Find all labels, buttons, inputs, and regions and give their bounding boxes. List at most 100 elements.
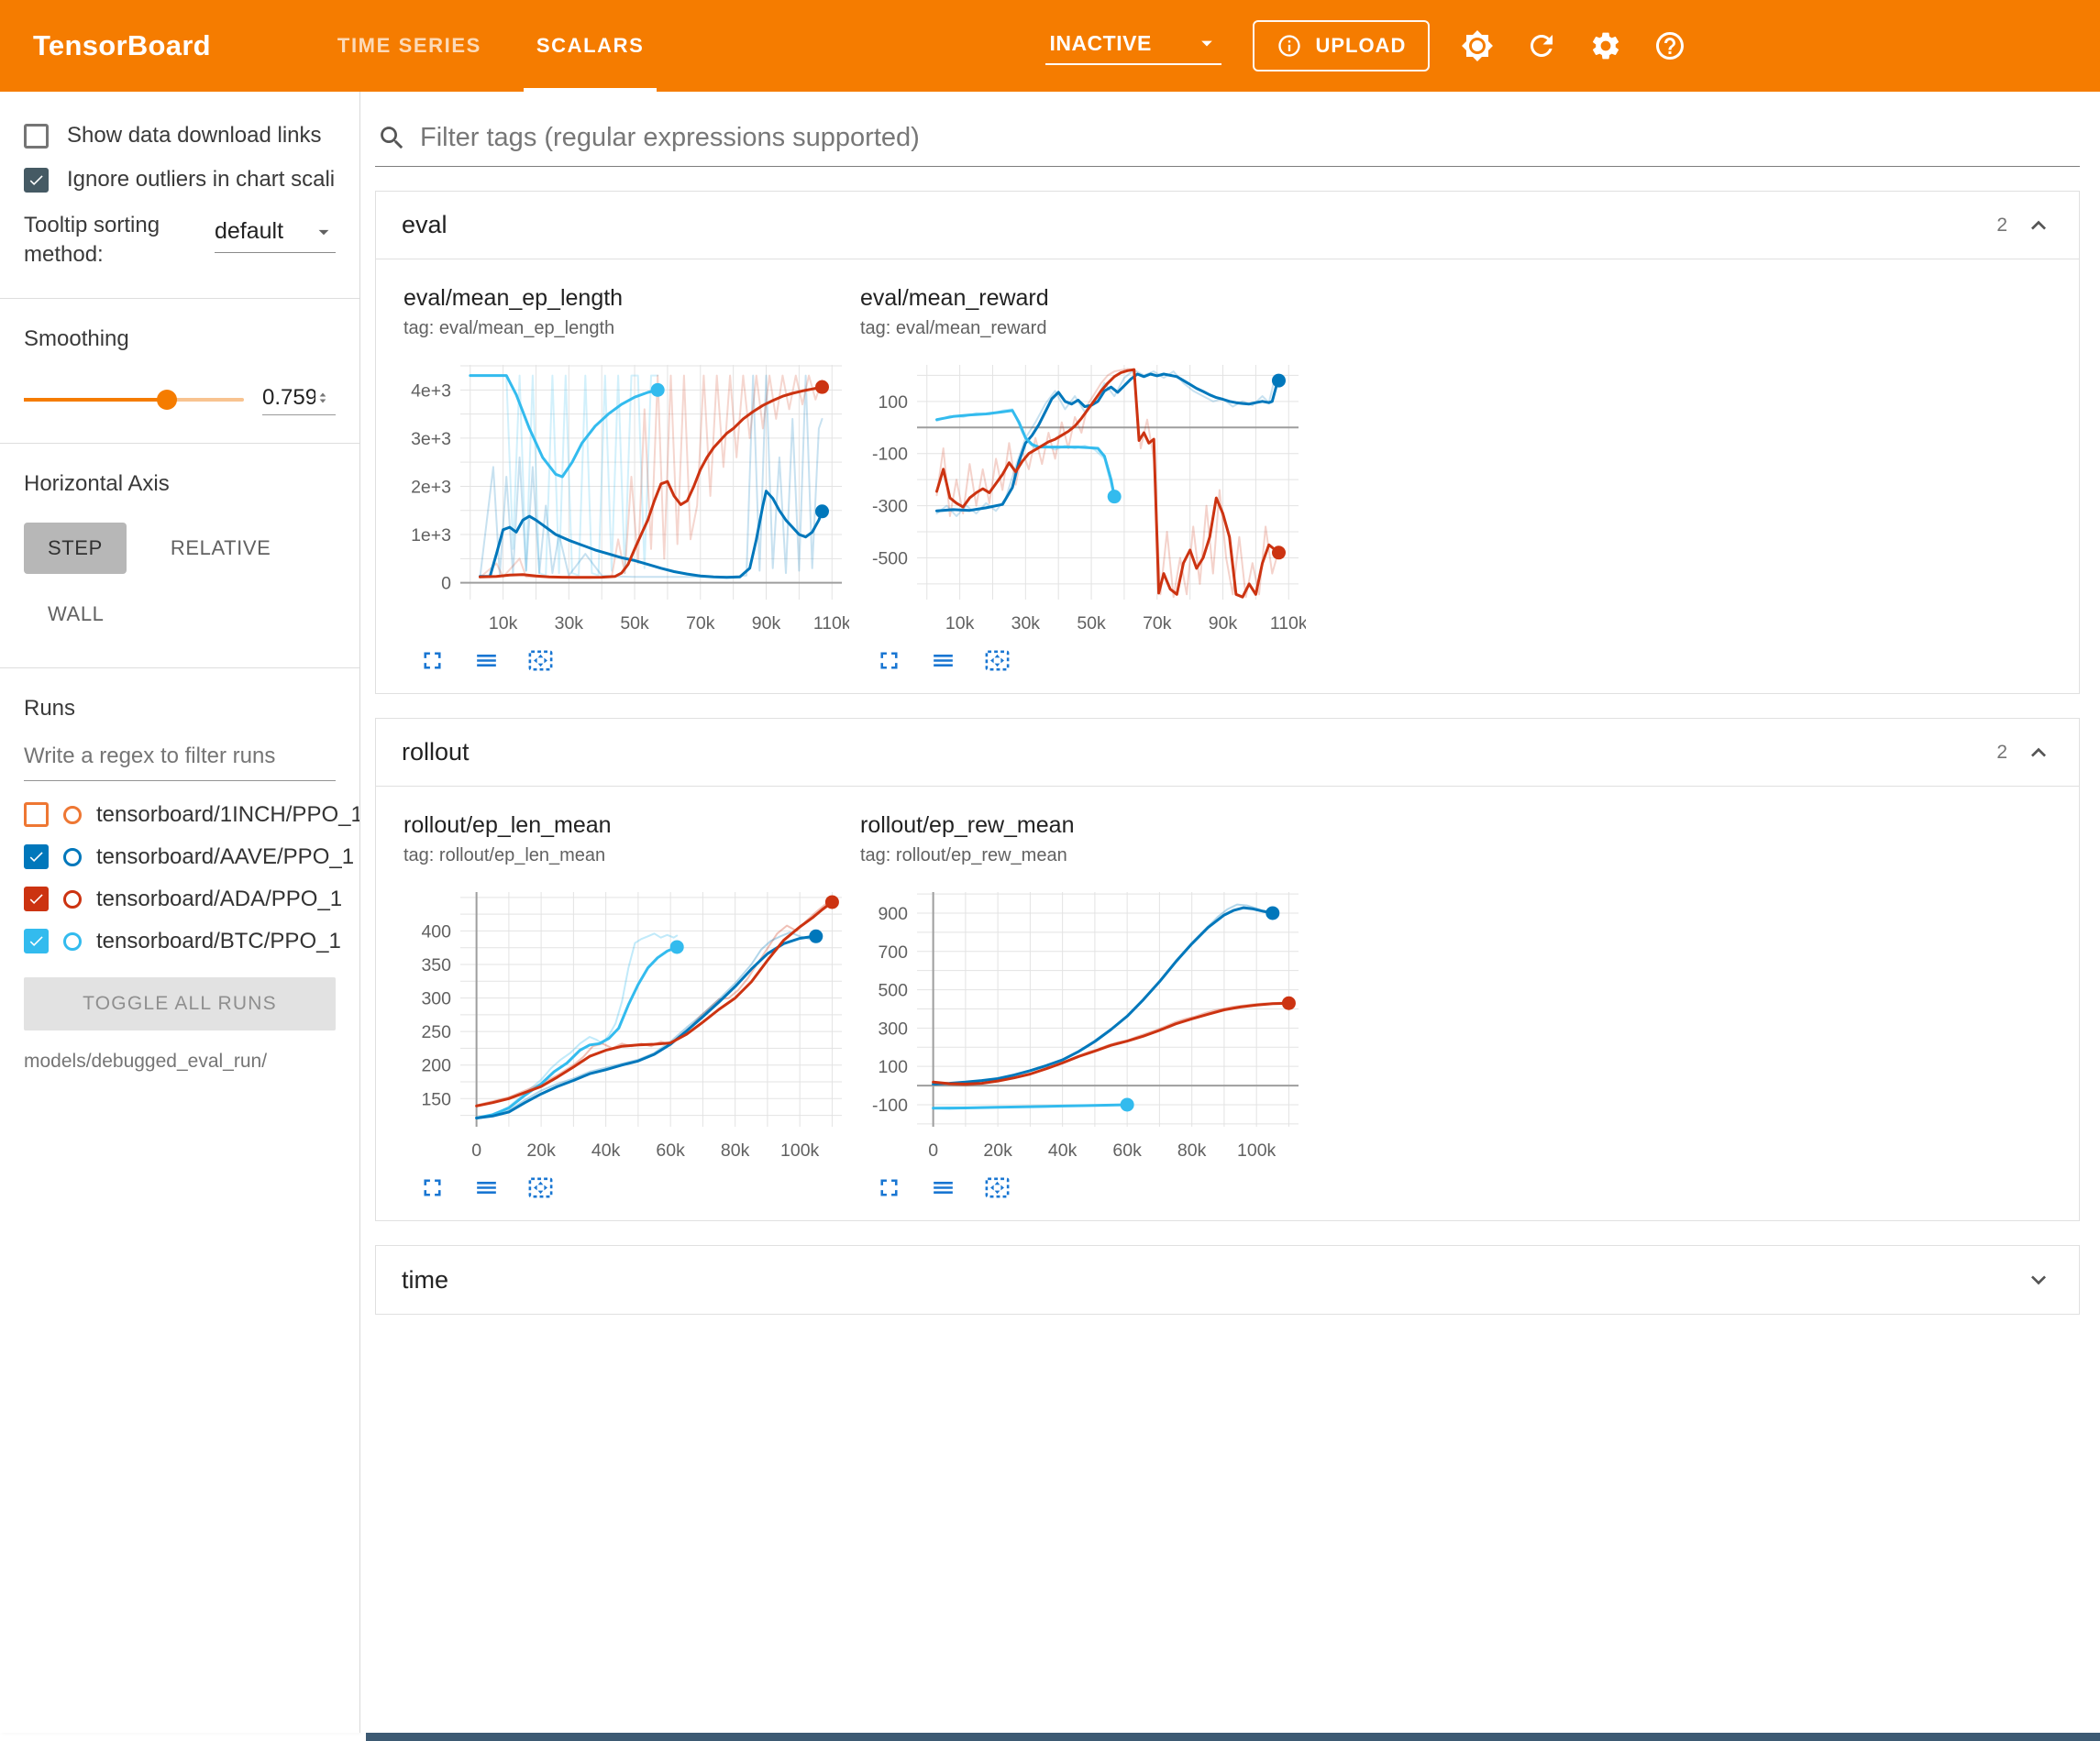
svg-text:150: 150 [421,1089,451,1109]
svg-text:350: 350 [421,955,451,975]
svg-text:50k: 50k [620,613,649,634]
svg-text:110k: 110k [813,613,849,634]
settings-gear-icon[interactable] [1589,29,1622,62]
svg-text:80k: 80k [1177,1140,1207,1161]
svg-text:400: 400 [421,921,451,942]
tab-time-series[interactable]: TIME SERIES [337,34,481,57]
svg-text:100k: 100k [1237,1140,1277,1161]
chevron-up-icon[interactable] [2024,738,2053,767]
fit-domain-icon[interactable] [526,646,555,675]
section-rollout: rollout 2 rollout/ep_len_mean tag: rollo… [375,718,2080,1221]
smoothing-control [24,384,336,415]
section-time-header[interactable]: time [376,1246,2079,1314]
expand-chart-icon[interactable] [875,1174,903,1202]
chevron-up-icon[interactable] [2024,211,2053,240]
check-icon [29,894,43,905]
horizontal-axis-wall-button[interactable]: WALL [24,589,128,640]
tag-filter-input[interactable] [420,123,2078,153]
runs-label: Runs [24,695,76,721]
check-icon [29,852,43,863]
section-eval-header[interactable]: eval 2 [376,192,2079,259]
section-eval-body: eval/mean_ep_length tag: eval/mean_ep_le… [376,259,2079,693]
run-checkbox[interactable] [24,929,49,954]
run-row[interactable]: tensorboard/BTC/PPO_1 [24,920,341,963]
horizontal-axis-relative-button[interactable]: RELATIVE [147,523,295,574]
fit-domain-icon[interactable] [526,1174,555,1202]
show-download-links-row[interactable]: Show data download links [24,123,336,149]
expand-chart-icon[interactable] [418,1174,447,1202]
smoothing-slider[interactable] [24,390,244,411]
chart-toolbar [418,646,855,675]
run-label: tensorboard/BTC/PPO_1 [96,928,341,953]
section-rollout-header[interactable]: rollout 2 [376,719,2079,787]
horizontal-axis-step-button[interactable]: STEP [24,522,127,574]
status-dropdown[interactable]: INACTIVE [1045,27,1222,65]
section-count: 2 [1996,214,2007,236]
data-table-icon[interactable] [929,1174,957,1202]
svg-text:90k: 90k [752,613,781,634]
svg-text:70k: 70k [686,613,715,634]
run-checkbox[interactable] [24,844,49,870]
svg-text:110k: 110k [1270,613,1306,634]
expand-chart-icon[interactable] [418,646,447,675]
brightness-icon[interactable] [1461,29,1494,62]
refresh-icon[interactable] [1525,29,1558,62]
run-row[interactable]: tensorboard/AAVE/PPO_1 [24,836,354,878]
data-table-icon[interactable] [929,646,957,675]
tooltip-sorting-select[interactable]: default [215,218,336,253]
check-icon [29,936,43,947]
stepper-up-icon[interactable] [315,388,330,398]
help-icon[interactable] [1653,29,1686,62]
slider-handle[interactable] [157,390,177,411]
svg-text:300: 300 [421,989,451,1009]
tooltip-sorting-label: Tooltip sorting method: [24,213,160,268]
svg-text:1e+3: 1e+3 [411,525,451,545]
expand-chart-icon[interactable] [875,646,903,675]
svg-text:250: 250 [421,1022,451,1042]
svg-text:0: 0 [928,1140,938,1161]
header-controls: INACTIVE UPLOAD [1045,20,1686,72]
chevron-down-icon[interactable] [2024,1265,2053,1295]
chart-eval-mean-reward: eval/mean_reward tag: eval/mean_reward 1… [860,285,1311,678]
run-checkbox[interactable] [24,802,49,828]
ignore-outliers-row[interactable]: Ignore outliers in chart scaling [24,167,336,193]
fit-domain-icon[interactable] [983,1174,1011,1202]
svg-text:4e+3: 4e+3 [411,380,451,401]
divider [0,442,359,444]
section-time: time [375,1245,2080,1315]
chart-rollout-ep-rew-mean: rollout/ep_rew_mean tag: rollout/ep_rew_… [860,812,1311,1206]
checkbox-label: Show data download links [67,123,322,148]
chart-plot[interactable]: 10k 30k 50k 70k 90k 110k 100 -100 -300 -500 [860,352,1311,645]
tab-scalars[interactable]: SCALARS [509,0,672,92]
app-header: TensorBoard TIME SERIES SCALARS INACTIVE… [0,0,2100,92]
section-rollout-body: rollout/ep_len_mean tag: rollout/ep_len_… [376,787,2079,1220]
show-download-links-checkbox[interactable] [24,123,49,149]
smoothing-input[interactable] [262,384,315,411]
ignore-outliers-checkbox[interactable] [24,167,49,193]
tag-filter-row [375,119,2080,167]
app-title: TensorBoard [33,29,211,61]
runs-filter-input[interactable] [24,733,336,781]
upload-button[interactable]: UPLOAD [1253,20,1431,72]
run-checkbox[interactable] [24,887,49,912]
status-dropdown-value: INACTIVE [1049,30,1152,55]
svg-text:2e+3: 2e+3 [411,477,451,497]
data-table-icon[interactable] [472,1174,501,1202]
chart-plot[interactable]: 0 20k 40k 60k 80k 100k 150 200 250 300 350 400 [403,879,855,1172]
tooltip-sorting-value: default [215,218,284,244]
run-row[interactable]: tensorboard/ADA/PPO_1 [24,878,342,920]
run-label: tensorboard/1INCH/PPO_1 [96,801,360,827]
upload-label: UPLOAD [1315,34,1407,57]
data-table-icon[interactable] [472,646,501,675]
fit-domain-icon[interactable] [983,646,1011,675]
svg-text:0: 0 [441,574,451,594]
chart-plot[interactable]: 0 20k 40k 60k 80k 100k -100 100 300 500 700 900 [860,879,1311,1172]
horizontal-axis-label: Horizontal Axis [24,470,170,496]
run-row[interactable]: tensorboard/1INCH/PPO_1 [24,794,359,836]
tooltip-sorting-row: Tooltip sorting method: default [24,211,336,270]
toggle-all-runs-button[interactable]: TOGGLE ALL RUNS [24,976,336,1030]
chart-plot[interactable]: 10k 30k 50k 70k 90k 110k 0 1e+3 2e+3 3e+3 4e+3 [403,352,855,645]
stepper-down-icon[interactable] [315,398,330,408]
checkbox-label: Ignore outliers in chart scaling [67,167,336,192]
stepper-arrows[interactable] [315,388,330,408]
